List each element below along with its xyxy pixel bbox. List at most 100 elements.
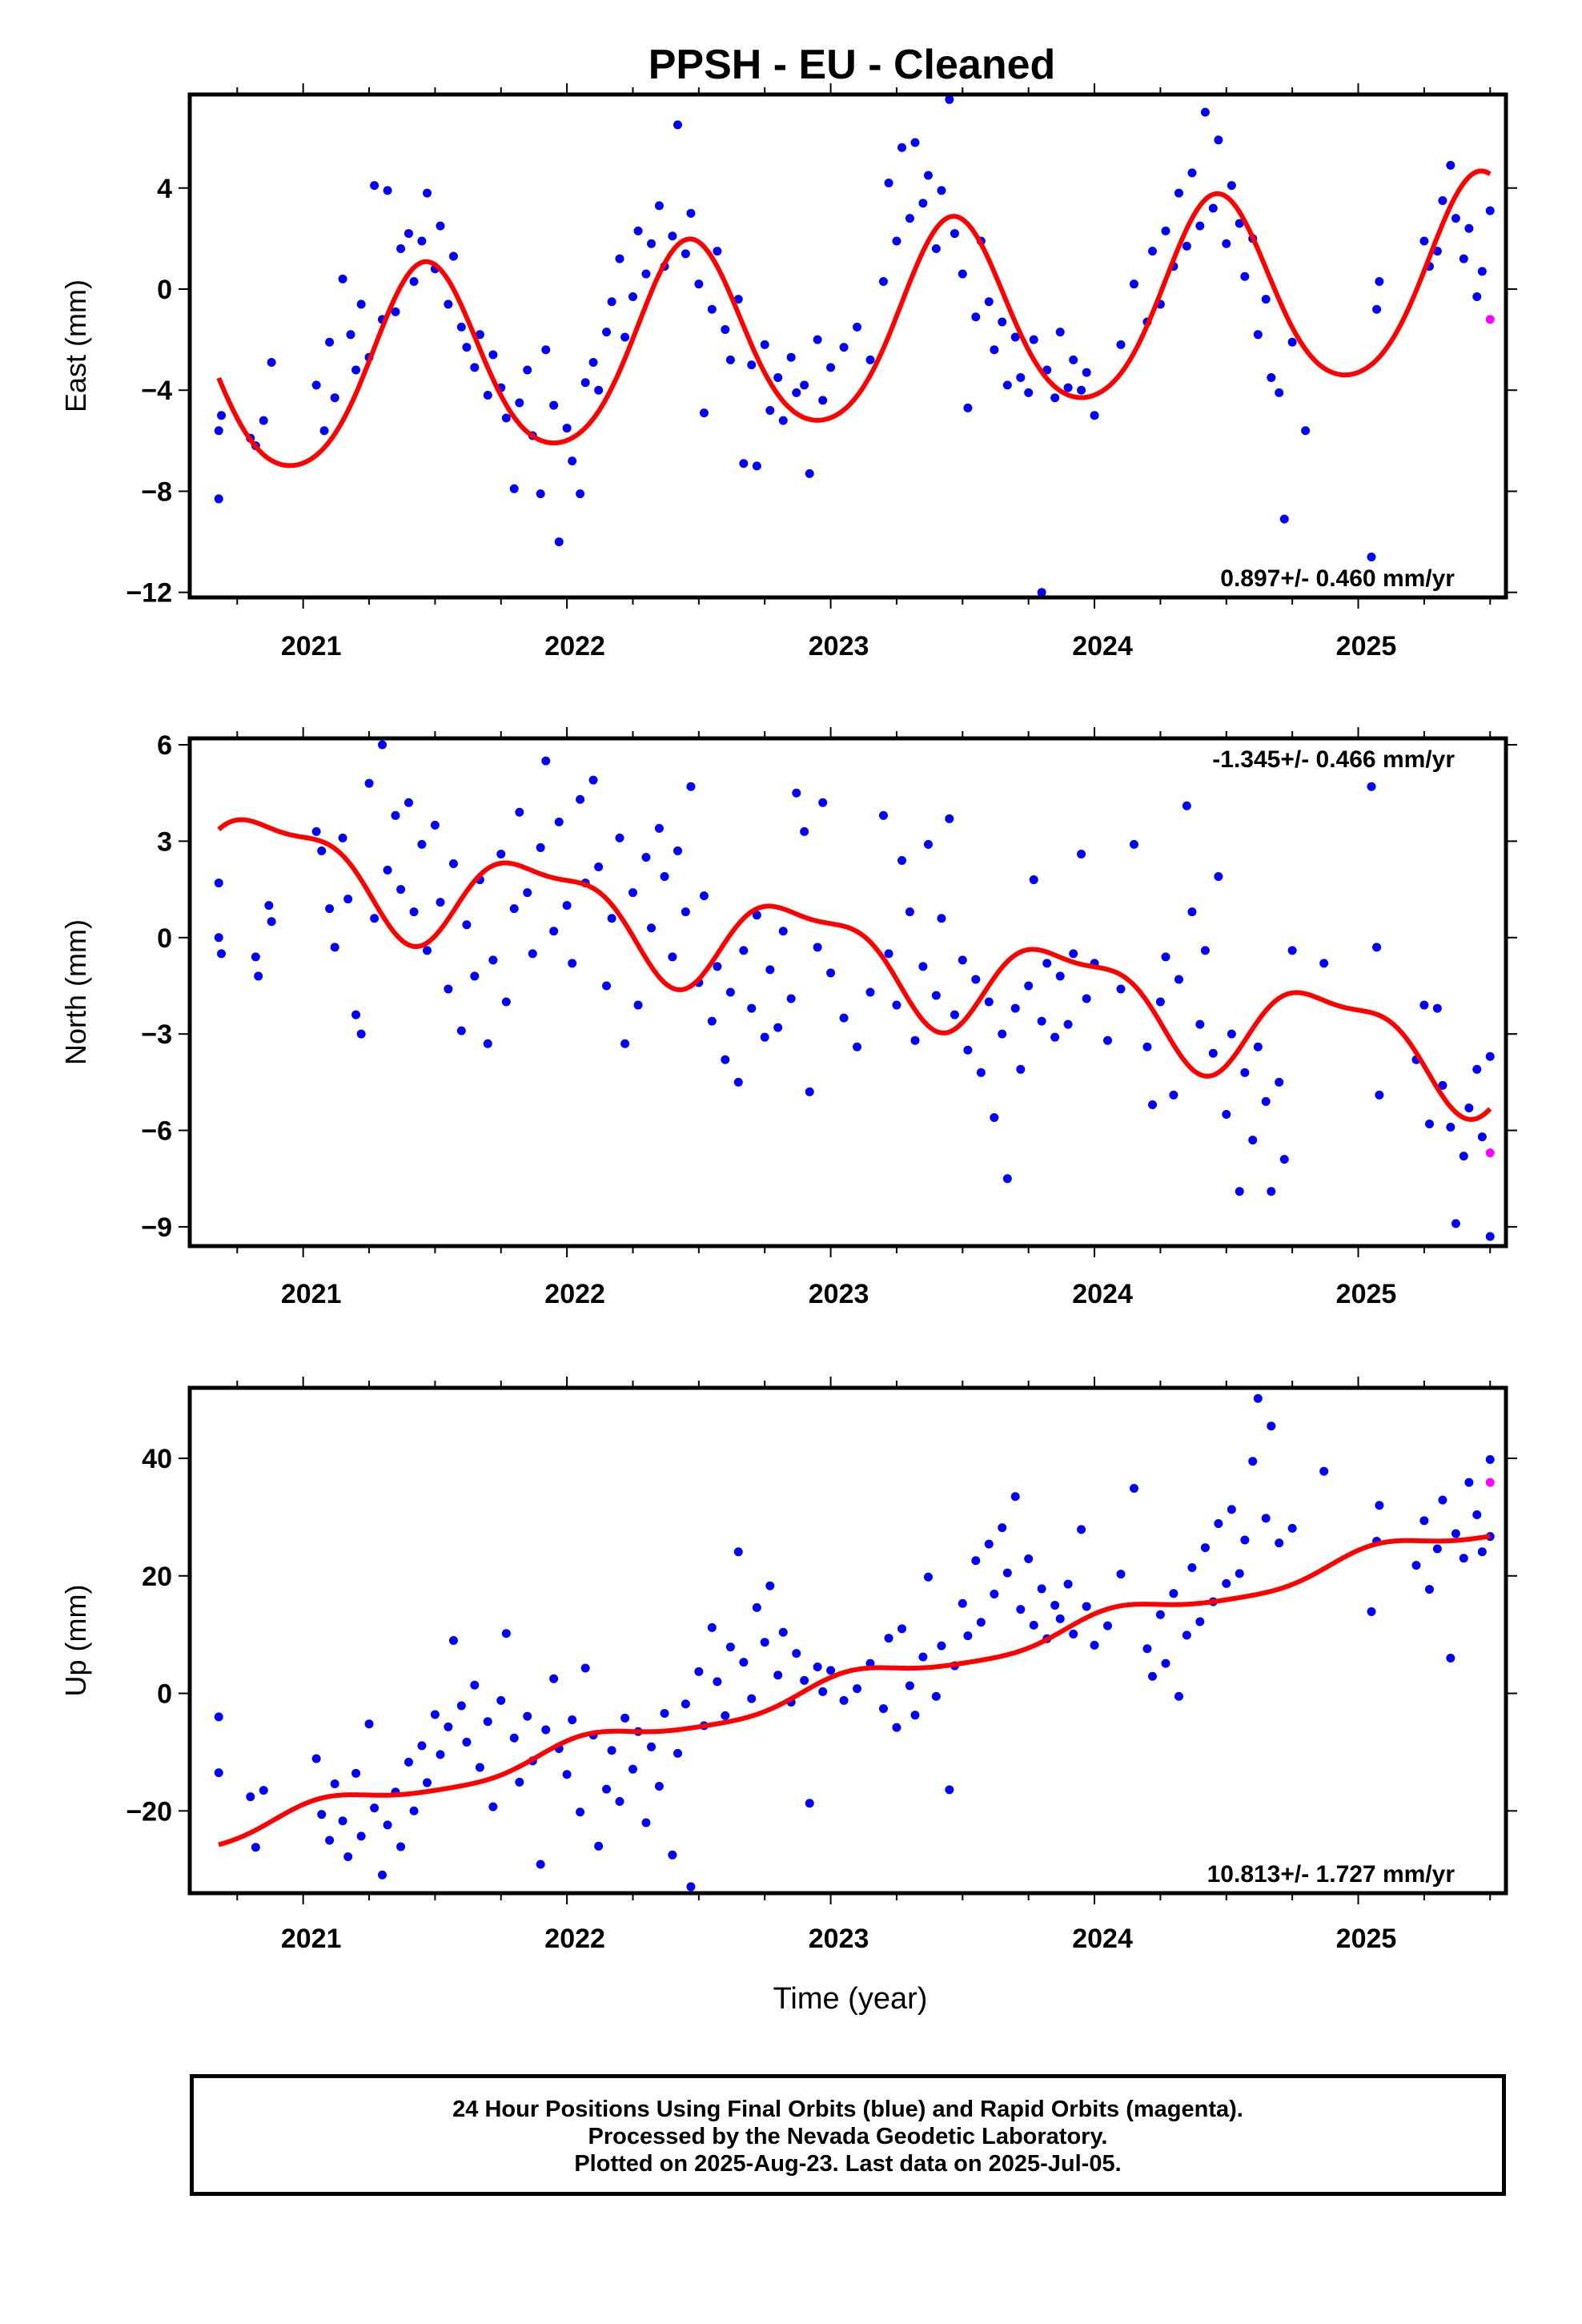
north-final-orbit-point [805,1087,814,1096]
east-final-orbit-point [1301,426,1311,436]
north-final-orbit-point [462,920,472,930]
east-final-orbit-point [773,372,783,382]
up-final-orbit-point [1050,1600,1060,1610]
east-final-orbit-point [747,360,757,370]
east-final-orbit-point [1375,277,1384,287]
east-final-orbit-point [1029,335,1038,344]
north-final-orbit-point [1275,1077,1284,1087]
up-final-orbit-point [448,1636,458,1645]
east-final-orbit-point [1261,295,1271,304]
up-final-orbit-point [1287,1523,1297,1533]
north-final-orbit-point [1424,1120,1434,1129]
up-final-orbit-point [470,1680,480,1690]
east-y-tick-label: −12 [126,578,172,609]
north-y-tick-label: 3 [157,826,172,857]
up-final-orbit-point [1424,1585,1434,1594]
east-final-orbit-point [1367,553,1376,562]
north-final-orbit-point [1235,1187,1244,1196]
east-final-orbit-point [580,378,590,388]
up-final-orbit-point [1069,1629,1078,1638]
up-final-orbit-point [945,1785,954,1795]
up-final-orbit-point [673,1748,682,1758]
north-final-orbit-point [417,839,427,849]
east-final-orbit-point [325,337,335,347]
up-x-tick-label: 2022 [544,1924,605,1954]
east-final-orbit-point [1050,393,1060,403]
up-final-orbit-point [733,1547,743,1557]
up-final-orbit-point [647,1742,656,1751]
east-final-orbit-point [1055,328,1065,337]
east-final-orbit-point [409,277,419,287]
up-final-orbit-point [958,1598,967,1608]
up-final-orbit-point [383,1820,392,1830]
north-final-orbit-point [958,955,967,965]
up-final-orbit-point [1195,1617,1205,1626]
north-x-tick-label: 2024 [1072,1279,1133,1309]
up-final-orbit-point [1451,1529,1460,1538]
east-final-orbit-point [1253,330,1263,340]
east-final-orbit-point [937,186,946,195]
up-final-orbit-point [918,1652,928,1662]
up-final-orbit-point [1169,1589,1178,1598]
east-final-orbit-point [1195,221,1205,231]
up-final-orbit-point [483,1717,492,1727]
up-model-fit-line [218,1534,1491,1848]
north-final-orbit-point [509,904,519,914]
north-final-orbit-point [786,994,796,1003]
north-final-orbit-point [1459,1152,1468,1161]
up-final-orbit-point [813,1663,822,1672]
up-final-orbit-point [1029,1620,1038,1630]
north-final-orbit-point [602,981,612,991]
east-final-orbit-point [752,461,761,471]
north-rapid-orbit-point [1485,1148,1495,1158]
east-final-orbit-point [721,324,730,334]
north-model-fit-line [217,817,1492,1122]
east-final-orbit-point [501,413,511,423]
up-final-orbit-point [620,1713,630,1723]
up-final-orbit-point [739,1658,749,1667]
north-final-orbit-point [1287,946,1297,955]
east-final-orbit-point [370,181,379,191]
north-final-orbit-point [541,756,551,766]
north-final-orbit-point [1103,1035,1113,1045]
east-final-orbit-point [549,400,559,410]
east-final-orbit-point [568,456,577,466]
north-final-orbit-point [865,987,875,997]
up-final-orbit-point [805,1799,814,1808]
east-final-orbit-point [892,236,901,246]
north-final-orbit-point [931,991,941,1000]
east-y-tick-label: −4 [141,376,172,406]
east-x-tick-label: 2021 [281,631,342,661]
east-x-tick-label: 2025 [1336,631,1397,661]
up-final-orbit-point [549,1674,559,1683]
east-final-orbit-point [448,251,458,261]
north-final-orbit-point [884,949,893,959]
up-final-orbit-point [1275,1538,1284,1548]
east-final-orbit-point [1069,355,1078,364]
north-final-orbit-point [765,965,775,975]
north-final-orbit-point [607,914,616,923]
east-final-orbit-point [607,297,616,307]
up-final-orbit-point [515,1777,524,1787]
north-final-orbit-point [800,826,809,836]
up-final-orbit-point [607,1746,616,1755]
east-final-orbit-point [1222,239,1231,248]
up-final-orbit-point [562,1770,572,1779]
north-final-orbit-point [707,1016,717,1026]
up-final-orbit-point [475,1763,484,1772]
up-data-points [214,1393,1495,1892]
up-final-orbit-point [214,1712,223,1722]
chart-title: PPSH - EU - Cleaned [648,42,1056,88]
north-x-tick-label: 2021 [281,1279,342,1309]
east-final-orbit-point [319,426,329,436]
east-final-orbit-point [1037,588,1046,597]
up-final-orbit-point [1267,1421,1276,1431]
up-final-orbit-point [818,1687,828,1696]
east-final-orbit-point [945,94,954,104]
east-final-orbit-point [444,300,453,309]
up-x-tick-label: 2024 [1072,1924,1133,1954]
east-final-orbit-point [1464,223,1474,233]
north-final-orbit-point [391,810,400,820]
east-final-orbit-point [1227,181,1236,191]
east-x-tick-label: 2023 [809,631,869,661]
